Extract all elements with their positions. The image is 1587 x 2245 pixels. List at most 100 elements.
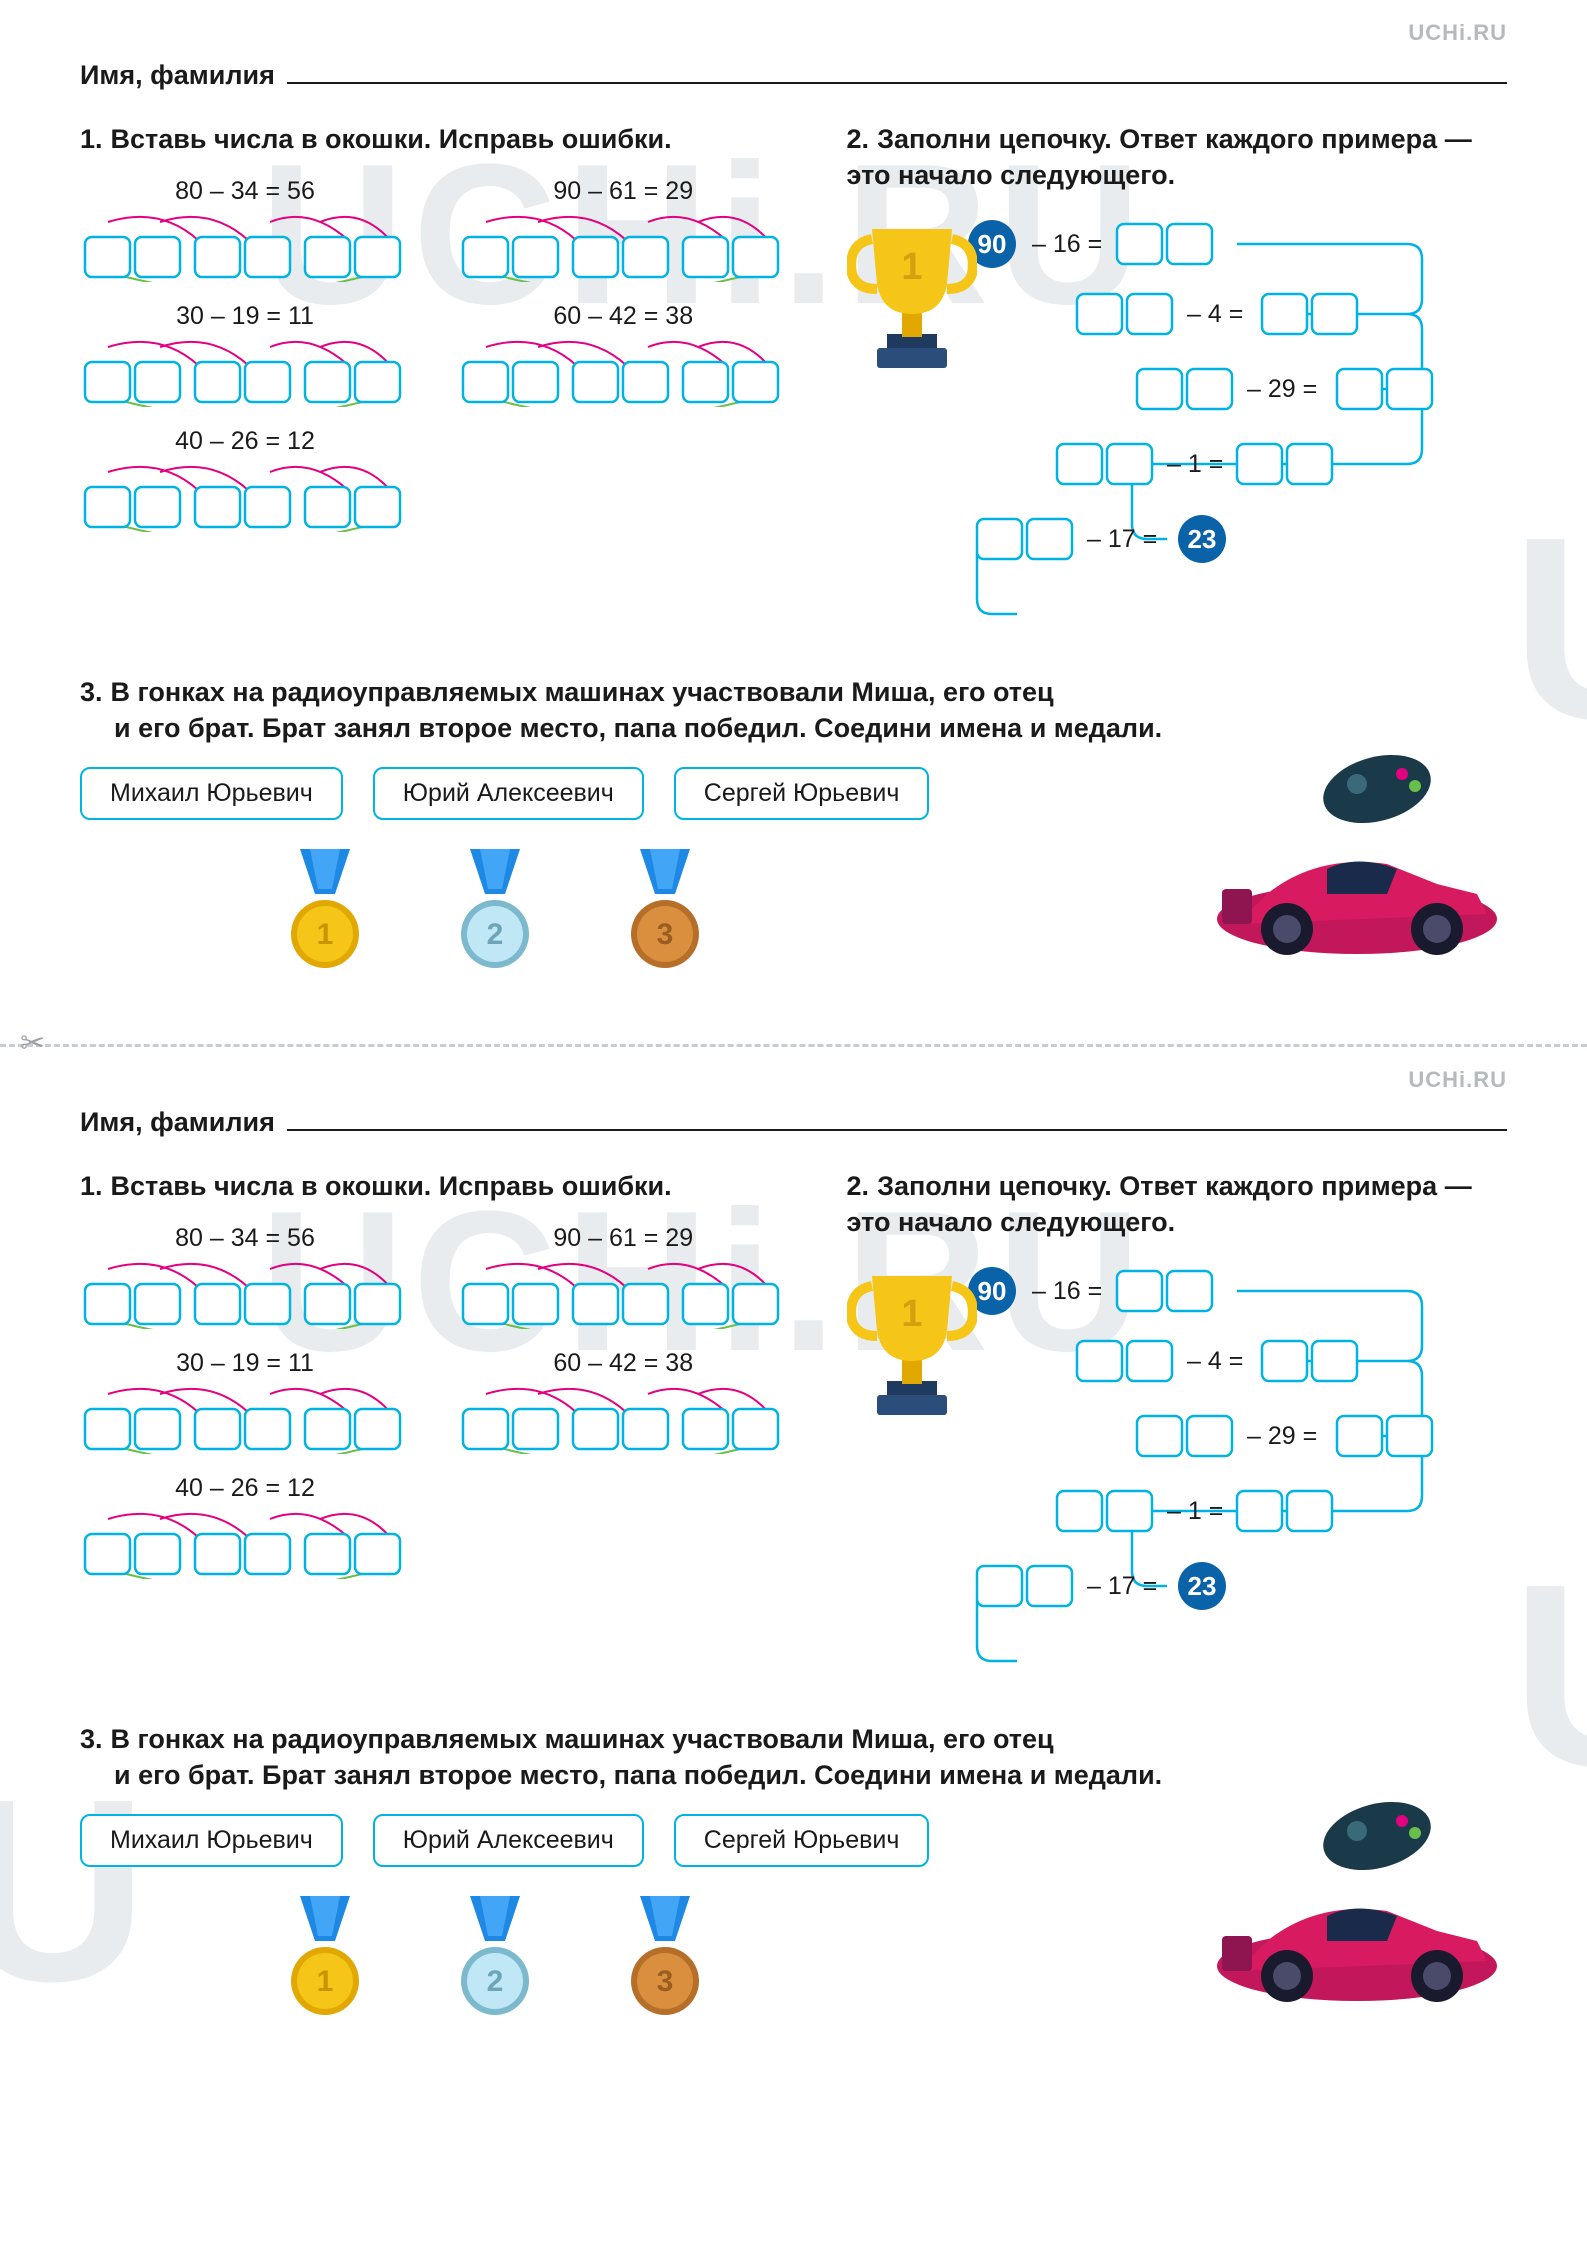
svg-text:2: 2 [487, 918, 504, 951]
chain-op: – 4 = [1187, 300, 1243, 328]
chain-diagram[interactable]: 90 – 16 = – 4 = – 29 = – 1 = – 17 = 23 [847, 1261, 1507, 1691]
svg-text:1: 1 [317, 918, 334, 951]
name-chip[interactable]: Михаил Юрьевич [80, 767, 343, 820]
name-chip[interactable]: Юрий Алексеевич [373, 767, 644, 820]
worksheet-half-bottom: UCHi.RU U U UCHi.RU Имя, фамилия 1.Встав… [0, 1047, 1587, 2061]
equation-block: 60 – 42 = 38 [458, 302, 788, 407]
worksheet-half-top: UCHi.RU U UCHi.RU Имя, фамилия 1.Вставь … [0, 0, 1587, 1014]
race-car-icon [1217, 1908, 1497, 2002]
brand-logo: UCHi.RU [1408, 20, 1507, 46]
svg-text:1: 1 [901, 1293, 922, 1335]
task-2-title: 2.Заполни цепочку. Ответ каждого примера… [847, 1168, 1507, 1241]
task-1-title: 1. Вставь числа в окошки. Исправь ошибки. [80, 1168, 807, 1204]
task-1-title: 1.Вставь числа в окошки. Исправь ошибки. [80, 121, 807, 157]
equation-block: 40 – 26 = 12 [80, 1474, 410, 1579]
task-2-title: 2.Заполни цепочку. Ответ каждого примера… [847, 121, 1507, 194]
car-and-controller [1207, 1791, 1507, 2016]
name-label: Имя, фамилия [80, 1107, 275, 1138]
task-text: Заполни цепочку. Ответ каждого примера —… [847, 124, 1472, 190]
equation-boxes[interactable] [458, 212, 788, 282]
chain-end: 23 [1187, 1571, 1216, 1601]
chain-op: – 17 = [1087, 1572, 1157, 1600]
task-number: 2. [847, 124, 870, 154]
equation-boxes[interactable] [80, 462, 410, 532]
medal-2-icon[interactable]: 2 [450, 1891, 540, 2021]
task-number: 1. [80, 1171, 103, 1201]
watermark: U [1511, 1527, 1587, 1826]
medal-1-icon[interactable]: 1 [280, 844, 370, 974]
chain-op: – 29 = [1247, 375, 1317, 403]
chain-end: 23 [1187, 524, 1216, 554]
name-field-row: Имя, фамилия [80, 60, 1507, 91]
chain-op: – 1 = [1167, 450, 1223, 478]
task-3: 3.В гонках на радиоуправляемых машинах у… [80, 674, 1507, 974]
equation-text: 60 – 42 = 38 [458, 1349, 788, 1378]
equation-text: 60 – 42 = 38 [458, 302, 788, 331]
equation-boxes[interactable] [458, 1384, 788, 1454]
name-label: Имя, фамилия [80, 60, 275, 91]
equation-boxes[interactable] [80, 1259, 410, 1329]
name-chip[interactable]: Сергей Юрьевич [674, 1814, 930, 1867]
medal-1-icon[interactable]: 1 [280, 1891, 370, 2021]
task-text-line1: В гонках на радиоуправляемых машинах уча… [111, 1724, 1054, 1754]
equations-grid: 80 – 34 = 56 90 – 61 = 29 [80, 1224, 807, 1579]
medal-2-icon[interactable]: 2 [450, 844, 540, 974]
task-text: Вставь числа в окошки. Исправь ошибки. [111, 1171, 672, 1201]
task-number: 3. [80, 1724, 103, 1754]
svg-text:1: 1 [901, 246, 922, 288]
equation-block: 30 – 19 = 11 [80, 1349, 410, 1454]
chain-op: – 4 = [1187, 1347, 1243, 1375]
equation-text: 90 – 61 = 29 [458, 177, 788, 206]
task-text-line2: и его брат. Брат занял второе место, пап… [114, 1760, 1162, 1790]
game-controller-icon [1316, 744, 1439, 834]
svg-text:3: 3 [657, 918, 674, 951]
svg-text:1: 1 [317, 1965, 334, 1998]
svg-text:3: 3 [657, 1965, 674, 1998]
task-3: 3. В гонках на радиоуправляемых машинах у… [80, 1721, 1507, 2021]
equations-grid: 80 – 34 = 56 90 – 61 = 29 [80, 177, 807, 532]
task-2: 2.Заполни цепочку. Ответ каждого примера… [847, 121, 1507, 644]
chain-op: – 16 = [1032, 230, 1102, 258]
task-text-line2: и его брат. Брат занял второе место, пап… [114, 713, 1162, 743]
equation-boxes[interactable] [80, 212, 410, 282]
watermark: U [1511, 480, 1587, 779]
svg-text:2: 2 [487, 1965, 504, 1998]
task-text: Заполни цепочку. Ответ каждого примера —… [847, 1171, 1472, 1237]
equation-text: 80 – 34 = 56 [80, 1224, 410, 1253]
chain-op: – 16 = [1032, 1277, 1102, 1305]
equation-text: 30 – 19 = 11 [80, 1349, 410, 1378]
name-input-line[interactable] [287, 82, 1507, 84]
equation-block: 60 – 42 = 38 [458, 1349, 788, 1454]
medal-3-icon[interactable]: 3 [620, 844, 710, 974]
equation-block: 40 – 26 = 12 [80, 427, 410, 532]
name-chip[interactable]: Юрий Алексеевич [373, 1814, 644, 1867]
task-text-line1: В гонках на радиоуправляемых машинах уча… [111, 677, 1054, 707]
equation-boxes[interactable] [80, 1384, 410, 1454]
race-car-icon [1217, 861, 1497, 955]
chain-op: – 29 = [1247, 1422, 1317, 1450]
medal-3-icon[interactable]: 3 [620, 1891, 710, 2021]
game-controller-icon [1316, 1791, 1439, 1881]
task-2: 2.Заполни цепочку. Ответ каждого примера… [847, 1168, 1507, 1691]
equation-boxes[interactable] [458, 337, 788, 407]
chain-diagram[interactable]: 90 – 16 = – 4 = – 29 = – 1 = [847, 214, 1507, 644]
task-3-title: 3. В гонках на радиоуправляемых машинах у… [80, 1721, 1507, 1794]
task-3-title: 3.В гонках на радиоуправляемых машинах у… [80, 674, 1507, 747]
equation-block: 30 – 19 = 11 [80, 302, 410, 407]
name-chip[interactable]: Сергей Юрьевич [674, 767, 930, 820]
equation-boxes[interactable] [80, 337, 410, 407]
name-chip[interactable]: Михаил Юрьевич [80, 1814, 343, 1867]
equation-block: 80 – 34 = 56 [80, 177, 410, 282]
car-and-controller [1207, 744, 1507, 969]
task-number: 2. [847, 1171, 870, 1201]
equation-text: 80 – 34 = 56 [80, 177, 410, 206]
name-input-line[interactable] [287, 1129, 1507, 1131]
equation-block: 90 – 61 = 29 [458, 177, 788, 282]
equation-block: 80 – 34 = 56 [80, 1224, 410, 1329]
equation-boxes[interactable] [80, 1509, 410, 1579]
equation-text: 90 – 61 = 29 [458, 1224, 788, 1253]
equation-boxes[interactable] [458, 1259, 788, 1329]
chain-start: 90 [977, 229, 1006, 259]
chain-op: – 1 = [1167, 1497, 1223, 1525]
trophy-icon: 1 [847, 214, 977, 374]
